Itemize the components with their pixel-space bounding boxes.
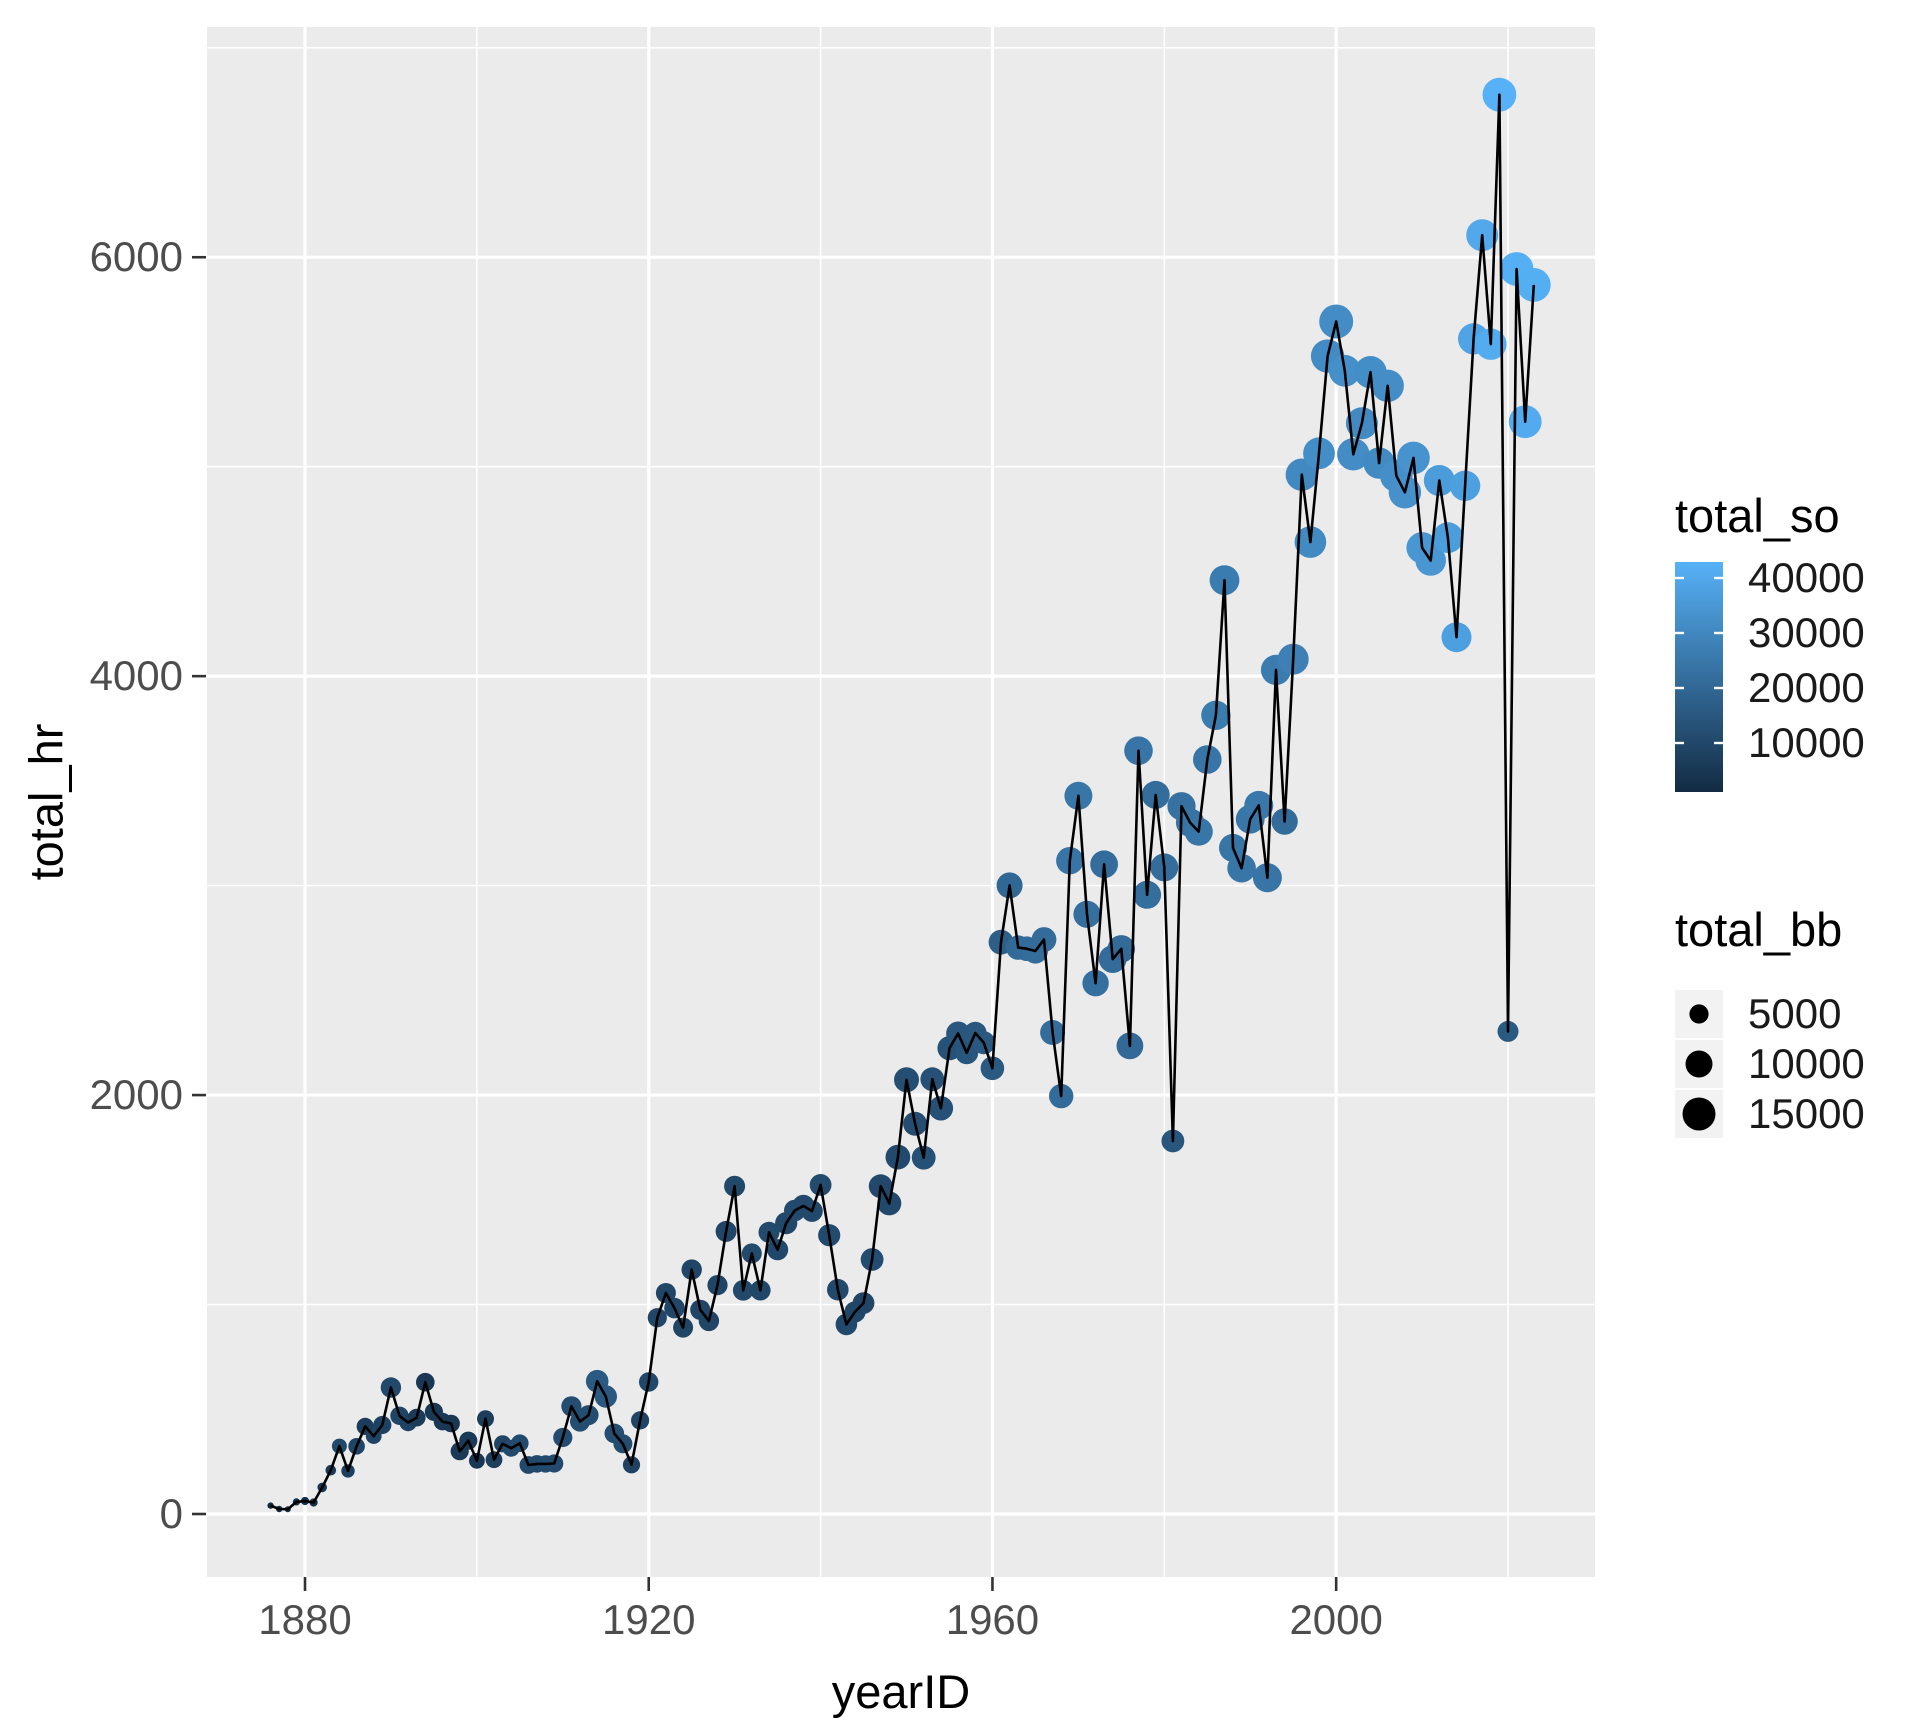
colorbar (1675, 562, 1723, 792)
y-tick-label: 6000 (90, 233, 183, 280)
size-legend-label: 10000 (1748, 1040, 1865, 1087)
data-line (270, 93, 1536, 1511)
axis-ticks (192, 255, 1338, 1591)
size-legend-label: 15000 (1748, 1090, 1865, 1137)
plot-panel (207, 27, 1595, 1577)
colorbar-tick-label: 30000 (1748, 609, 1865, 656)
colorbar-tick-label: 10000 (1748, 719, 1865, 766)
legend-size-dot (1689, 1004, 1709, 1024)
colorbar-tick-label: 40000 (1748, 554, 1865, 601)
size-legend-title: total_bb (1675, 903, 1843, 956)
y-axis-title: total_hr (19, 723, 73, 881)
x-tick-label: 1880 (258, 1596, 351, 1643)
size-legend-label: 5000 (1748, 990, 1841, 1037)
y-tick-label: 2000 (90, 1071, 183, 1118)
color-legend: 40000 30000 20000 10000 (1675, 554, 1865, 792)
x-tick-label: 2000 (1289, 1596, 1382, 1643)
axis-tick-labels: 1880 1920 1960 2000 0 2000 4000 6000 (90, 233, 1383, 1643)
legend-size-dot (1685, 1050, 1713, 1078)
colorbar-tick-label: 20000 (1748, 664, 1865, 711)
x-tick-label: 1920 (602, 1596, 695, 1643)
x-axis-title: yearID (831, 1665, 971, 1718)
color-legend-title: total_so (1675, 489, 1840, 542)
y-tick-label: 0 (160, 1490, 183, 1537)
y-tick-label: 4000 (90, 652, 183, 699)
legend-size-dot (1682, 1097, 1716, 1131)
x-tick-label: 1960 (946, 1596, 1039, 1643)
